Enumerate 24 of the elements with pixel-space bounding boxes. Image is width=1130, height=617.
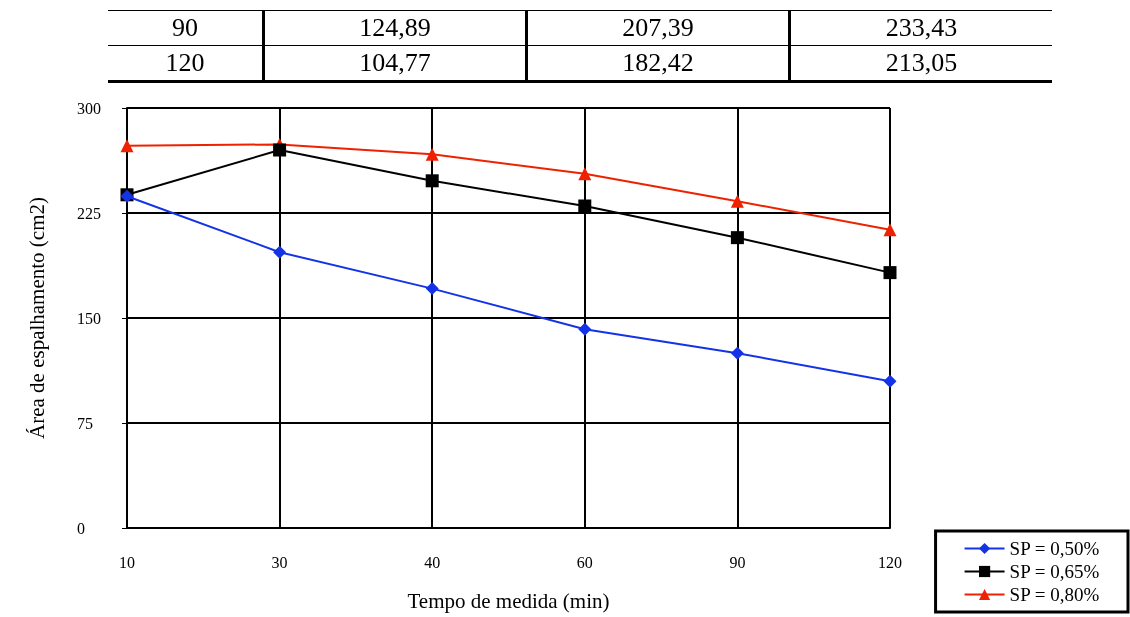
x-tick-label: 10 xyxy=(119,553,135,571)
text: 104,77 xyxy=(263,45,527,82)
y-axis-title: Área de espalhamento (cm2) xyxy=(24,197,49,439)
y-tick-label: 150 xyxy=(77,309,101,327)
x-tick-label: 60 xyxy=(576,553,593,571)
text: 207,39 xyxy=(526,10,790,46)
text: 182,42 xyxy=(526,45,790,82)
legend-label: SP = 0,80% xyxy=(1009,584,1100,605)
text: 213,05 xyxy=(789,45,1052,82)
y-tick-label: 300 xyxy=(77,99,101,117)
legend-label: SP = 0,65% xyxy=(1009,561,1100,582)
y-tick-label: 225 xyxy=(77,204,101,222)
x-axis-title: Tempo de medida (min) xyxy=(407,588,610,613)
x-tick-label: 40 xyxy=(424,553,441,571)
legend-label: SP = 0,50% xyxy=(1009,538,1100,559)
y-tick-label: 0 xyxy=(77,519,85,537)
text: 120 xyxy=(108,45,264,82)
x-tick-label: 120 xyxy=(878,553,902,571)
y-tick-label: 75 xyxy=(77,414,93,432)
x-tick-label: 90 xyxy=(729,553,746,571)
text: 233,43 xyxy=(789,10,1052,46)
text: 124,89 xyxy=(263,10,527,46)
x-tick-label: 30 xyxy=(271,553,288,571)
text: 90 xyxy=(108,10,264,46)
